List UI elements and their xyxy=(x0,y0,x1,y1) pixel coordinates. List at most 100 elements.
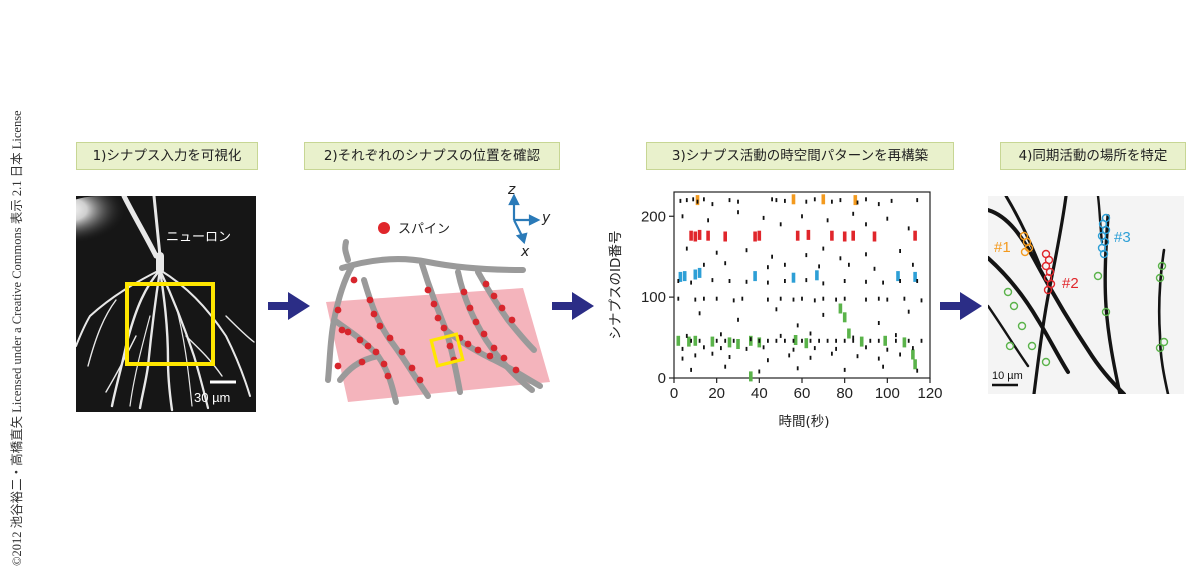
raster-event-black xyxy=(694,353,697,358)
raster-event-black xyxy=(767,265,769,270)
raster-event-green xyxy=(842,312,847,323)
raster-event-black xyxy=(822,312,825,317)
raster-event-green xyxy=(859,336,864,347)
raster-event-black xyxy=(749,337,752,342)
raster-event-red xyxy=(795,230,800,241)
raster-event-blue xyxy=(896,271,900,282)
raster-event-black xyxy=(703,262,705,267)
raster-event-black xyxy=(818,264,820,269)
raster-event-black xyxy=(767,358,769,363)
raster-event-black xyxy=(877,356,880,361)
raster-event-black xyxy=(681,214,684,219)
raster-event-black xyxy=(715,338,718,343)
raster-event-black xyxy=(839,198,842,203)
raster-event-black xyxy=(792,347,795,352)
x-tick-label: 60 xyxy=(794,385,811,402)
raster-event-red xyxy=(689,230,693,241)
scale-bar-label: 30 µm xyxy=(194,390,230,405)
raster-event-black xyxy=(784,279,786,283)
raster-event-black xyxy=(822,246,825,251)
raster-event-black xyxy=(720,332,722,337)
x-tick-label: 40 xyxy=(751,385,768,402)
raster-event-black xyxy=(690,280,692,285)
raster-event-black xyxy=(907,226,910,231)
raster-event-black xyxy=(745,279,748,284)
raster-event-black xyxy=(852,211,855,216)
synchrony-image: #1 #2 #3 10 µm xyxy=(988,196,1184,394)
raster-event-blue xyxy=(913,271,917,282)
raster-event-orange xyxy=(853,195,858,206)
raster-event-black xyxy=(890,198,893,203)
raster-event-black xyxy=(758,338,761,343)
step-4-label: 4)同期活動の場所を特定 xyxy=(1000,142,1186,170)
y-axis-title: シナプスのID番号 xyxy=(608,231,624,340)
raster-event-black xyxy=(784,198,786,203)
raster-event-black xyxy=(690,367,692,372)
raster-event-black xyxy=(715,296,718,301)
x-tick-label: 20 xyxy=(708,385,725,402)
raster-event-black xyxy=(767,297,769,302)
raster-event-black xyxy=(903,296,906,301)
raster-event-black xyxy=(703,345,705,350)
raster-event-black xyxy=(788,353,791,358)
raster-event-black xyxy=(801,214,803,219)
raster-event-black xyxy=(677,296,680,301)
raster-event-blue xyxy=(682,271,687,282)
raster-event-black xyxy=(758,369,761,374)
raster-event-black xyxy=(873,266,876,271)
raster-event-black xyxy=(865,197,867,202)
raster-event-black xyxy=(869,338,872,343)
raster-event-black xyxy=(916,368,919,373)
raster-event-black xyxy=(813,197,816,202)
raster-event-green xyxy=(804,338,809,349)
raster-event-black xyxy=(771,197,773,202)
raster-event-black xyxy=(784,262,786,267)
raster-event-red xyxy=(806,229,811,240)
raster-event-black xyxy=(916,198,919,203)
raster-event-black xyxy=(681,356,684,361)
raster-event-black xyxy=(732,298,735,303)
neuron-image: ニューロン 30 µm xyxy=(76,196,256,412)
raster-event-black xyxy=(724,338,727,343)
chart-ticks: 0 20 40 60 80 100 120 0 100 200 xyxy=(641,208,943,402)
raster-event-black xyxy=(809,338,812,343)
raster-event-red xyxy=(697,229,702,240)
raster-event-red xyxy=(842,231,847,242)
raster-event-red xyxy=(693,231,698,242)
axis-z-label: z xyxy=(507,182,516,198)
raster-event-green xyxy=(736,339,740,349)
raster-event-black xyxy=(784,338,786,343)
raster-event-black xyxy=(822,281,825,286)
cluster-3-label: #3 xyxy=(1114,229,1131,246)
dendrite-image-branches xyxy=(988,196,1170,394)
raster-event-red xyxy=(706,230,710,241)
raster-event-red xyxy=(913,230,917,241)
raster-event-green xyxy=(749,371,753,382)
raster-event-black xyxy=(886,216,889,221)
raster-event-black xyxy=(694,297,697,302)
other-spine-markers xyxy=(1003,261,1169,367)
raster-event-blue xyxy=(815,270,819,281)
copyright-notice: ©2012 池谷裕二・高橋直矢 Licensed under a Creativ… xyxy=(10,110,24,566)
raster-event-black xyxy=(679,198,682,203)
raster-event-black xyxy=(724,261,727,266)
raster-event-black xyxy=(826,338,829,343)
raster-event-red xyxy=(830,230,834,241)
raster-event-black xyxy=(711,351,714,356)
raster-event-black xyxy=(813,298,816,303)
chart-marks xyxy=(676,194,923,382)
raster-event-black xyxy=(745,248,748,253)
raster-event-green xyxy=(902,337,907,348)
raster-event-black xyxy=(899,249,901,253)
raster-event-green xyxy=(847,328,851,339)
raster-event-green xyxy=(911,349,915,360)
imaging-plane xyxy=(326,288,550,402)
raster-event-black xyxy=(692,197,695,202)
raster-event-black xyxy=(843,367,846,372)
arrow-1-icon xyxy=(268,292,310,320)
raster-event-black xyxy=(882,280,884,285)
raster-event-black xyxy=(818,338,820,343)
raster-event-green xyxy=(727,337,732,348)
cluster-1-label: #1 xyxy=(994,239,1011,256)
raster-event-black xyxy=(737,210,739,215)
